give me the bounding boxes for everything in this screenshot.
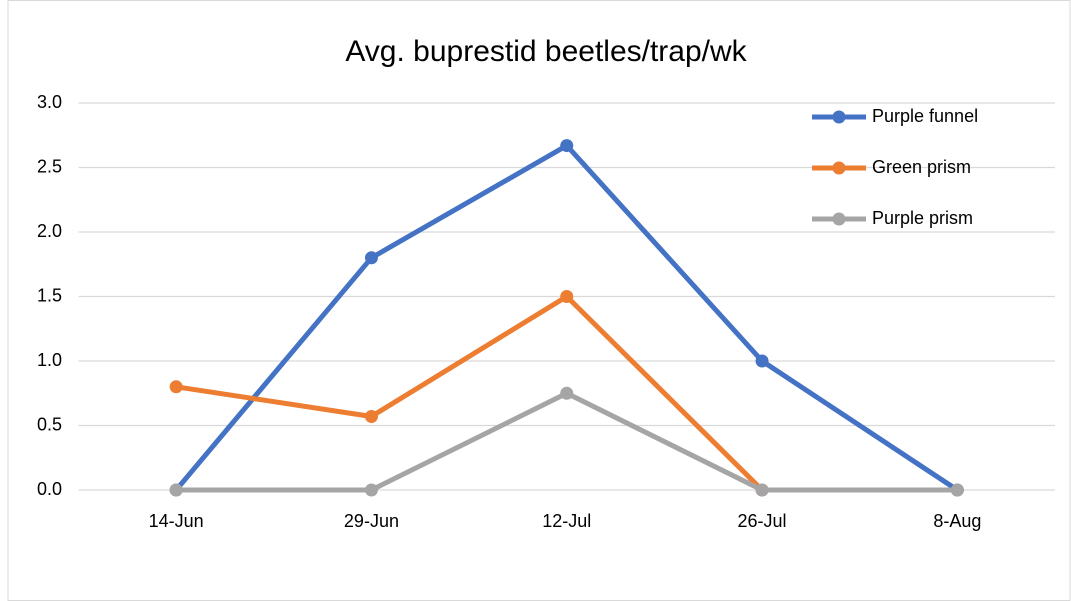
legend-label: Purple prism [872, 208, 973, 228]
data-point [364, 409, 378, 423]
data-point [560, 386, 574, 400]
x-tick-label: 29-Jun [344, 511, 399, 531]
x-tick-label: 12-Jul [542, 511, 591, 531]
y-tick-label: 1.0 [37, 350, 62, 370]
data-point [169, 483, 183, 497]
x-tick-label: 26-Jul [738, 511, 787, 531]
legend-label: Purple funnel [872, 106, 978, 126]
y-tick-label: 0.5 [37, 414, 62, 434]
legend-marker [832, 110, 846, 124]
y-tick-label: 3.0 [37, 92, 62, 112]
chart-border [7, 0, 1071, 601]
data-point [364, 483, 378, 497]
x-tick-label: 8-Aug [933, 511, 981, 531]
data-point [560, 290, 574, 303]
chart-title: Avg. buprestid beetles/trap/wk [345, 35, 747, 68]
y-tick-label: 2.0 [37, 221, 62, 241]
data-point [364, 251, 378, 265]
legend-marker [832, 212, 846, 226]
y-tick-label: 0.0 [37, 479, 62, 499]
series-line [175, 294, 764, 492]
y-tick-label: 2.5 [37, 156, 62, 176]
legend-label: Green prism [872, 157, 971, 177]
legend-marker [832, 161, 846, 175]
data-point [950, 483, 964, 497]
y-tick-label: 1.5 [37, 285, 62, 305]
data-point [755, 354, 769, 368]
data-point [169, 380, 183, 394]
x-tick-label: 14-Jun [149, 511, 204, 531]
data-point [560, 139, 574, 153]
data-point [755, 483, 769, 497]
